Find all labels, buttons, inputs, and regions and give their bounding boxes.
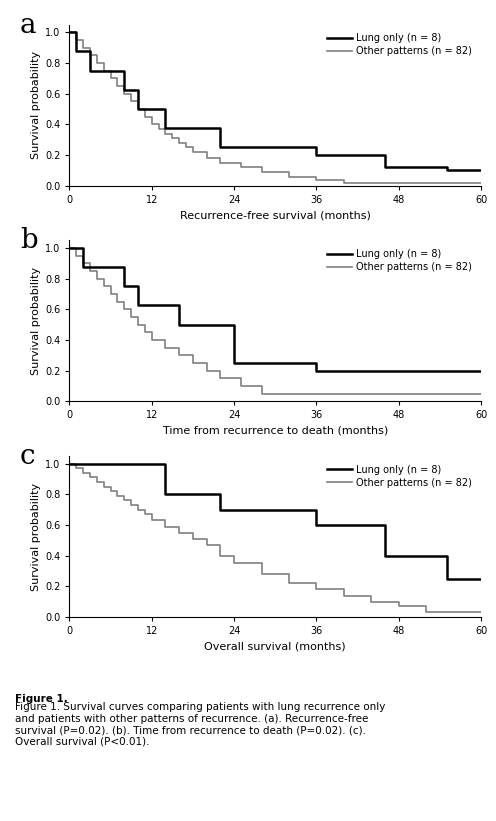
Legend: Lung only (n = 8), Other patterns (n = 82): Lung only (n = 8), Other patterns (n = 8… — [323, 461, 476, 492]
X-axis label: Recurrence-free survival (months): Recurrence-free survival (months) — [180, 210, 371, 220]
Text: b: b — [20, 227, 38, 255]
Y-axis label: Survival probability: Survival probability — [31, 51, 41, 159]
Legend: Lung only (n = 8), Other patterns (n = 82): Lung only (n = 8), Other patterns (n = 8… — [323, 245, 476, 276]
Text: Figure 1.: Figure 1. — [15, 694, 71, 704]
Text: Figure 1. Survival curves comparing patients with lung recurrence only
and patie: Figure 1. Survival curves comparing pati… — [15, 702, 385, 747]
X-axis label: Overall survival (months): Overall survival (months) — [204, 642, 346, 652]
Y-axis label: Survival probability: Survival probability — [31, 267, 41, 375]
Y-axis label: Survival probability: Survival probability — [31, 483, 41, 590]
X-axis label: Time from recurrence to death (months): Time from recurrence to death (months) — [163, 426, 388, 436]
Legend: Lung only (n = 8), Other patterns (n = 82): Lung only (n = 8), Other patterns (n = 8… — [323, 30, 476, 60]
Text: a: a — [20, 11, 37, 39]
Text: c: c — [20, 443, 36, 470]
